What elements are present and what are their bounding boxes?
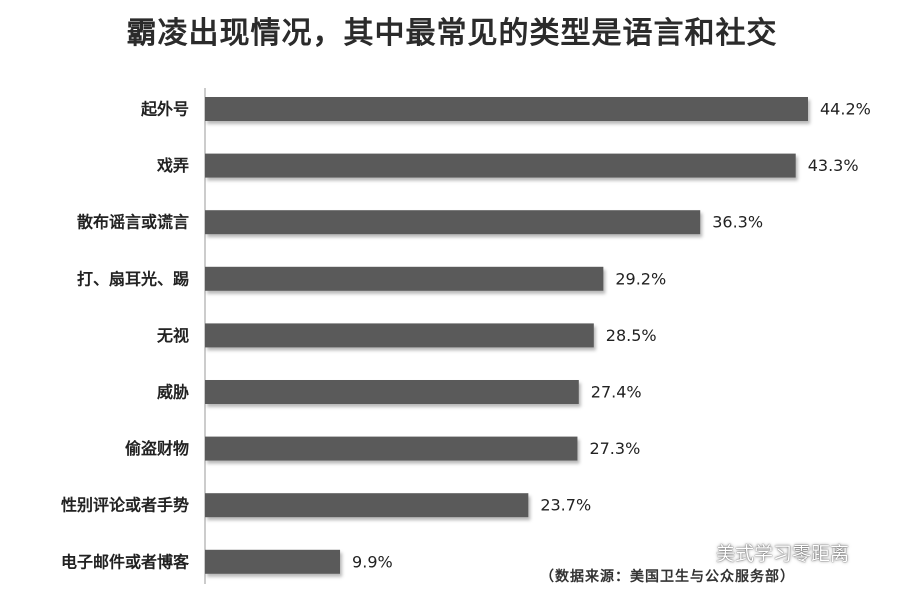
value-label: 29.2% xyxy=(615,269,666,288)
bar-2 xyxy=(205,153,796,178)
bar-5 xyxy=(205,323,594,348)
category-label: 散布谣言或谎言 xyxy=(77,213,189,232)
bar-4 xyxy=(205,266,604,291)
bar-8 xyxy=(205,493,529,518)
value-label: 27.3% xyxy=(589,439,640,458)
value-label: 23.7% xyxy=(540,496,591,515)
category-label: 偷盗财物 xyxy=(125,439,189,458)
value-label: 27.4% xyxy=(591,383,642,402)
bar-7 xyxy=(205,436,578,461)
value-label: 44.2% xyxy=(820,100,871,119)
value-label: 28.5% xyxy=(606,326,657,345)
category-label: 性别评论或者手势 xyxy=(61,496,189,515)
category-label: 威胁 xyxy=(157,383,189,402)
bar-9 xyxy=(205,549,341,574)
category-label: 起外号 xyxy=(140,100,189,119)
category-label: 打、扇耳光、踢 xyxy=(77,269,189,288)
watermark-text: 美式学习零距离 xyxy=(716,542,850,565)
chart-title: 霸凌出现情况，其中最常见的类型是语言和社交 xyxy=(126,16,778,51)
value-label: 9.9% xyxy=(352,552,393,571)
category-label: 无视 xyxy=(156,326,189,345)
wechat-icon xyxy=(680,541,707,563)
bar-3 xyxy=(205,210,701,235)
source-note: （数据来源：美国卫生与公众服务部） xyxy=(540,569,795,585)
value-label: 36.3% xyxy=(712,213,763,232)
value-label: 43.3% xyxy=(808,156,859,175)
category-label: 戏弄 xyxy=(156,156,189,175)
bar-1 xyxy=(205,97,808,121)
bar-6 xyxy=(205,380,579,404)
category-label: 电子邮件或者博客 xyxy=(61,552,190,571)
watermark: 美式学习零距离 xyxy=(680,538,849,566)
